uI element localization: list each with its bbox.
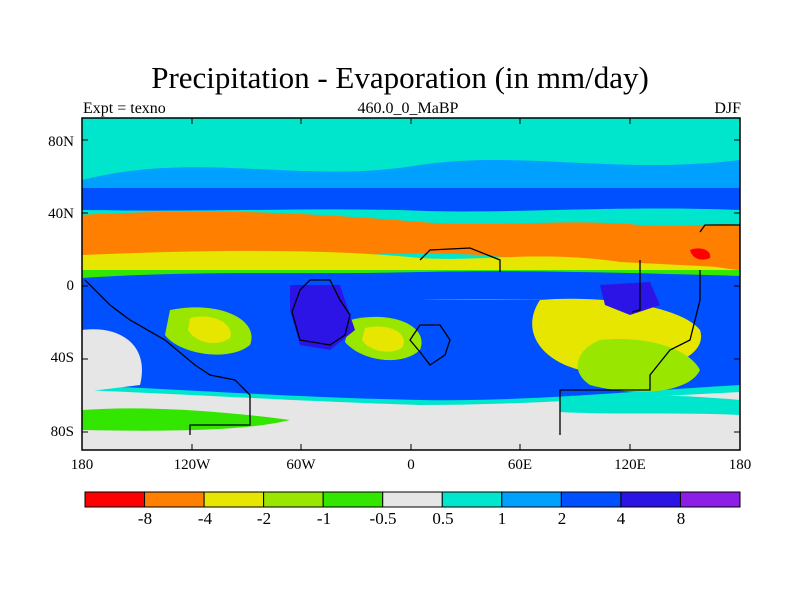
- colorbar-swatch: [263, 491, 324, 508]
- colorbar-swatch: [620, 491, 681, 508]
- lon-tick-label: 60E: [507, 457, 533, 473]
- colorbar-swatch: [382, 491, 443, 508]
- lon-tick-label: 120W: [173, 457, 211, 473]
- colorbar-level-label: -2: [256, 509, 272, 528]
- lat-tick-label: 80S: [50, 424, 74, 440]
- lat-tick-label: 40S: [50, 350, 74, 366]
- field-patch-south-pacific-grey: [82, 329, 142, 392]
- field-core-deep-wet: [290, 285, 355, 350]
- colorbar-swatch: [322, 491, 384, 508]
- continent-outline: [84, 224, 740, 435]
- field-patch-south-atlantic-yellow: [362, 326, 404, 352]
- field-band-north-wet: [82, 188, 740, 212]
- colorbar-swatch: [501, 491, 562, 508]
- map-title: Precipitation - Evaporation (in mm/day): [151, 60, 649, 95]
- colorbar-swatch: [84, 491, 146, 508]
- lat-tick-label: 0: [66, 278, 75, 294]
- field-patch-tropical-red: [690, 248, 711, 260]
- colorbar-swatch: [203, 491, 265, 508]
- axis-ticks: [81, 118, 741, 450]
- field-patch-southeast-green: [577, 339, 700, 392]
- colorbar-level-label: 1: [497, 509, 507, 528]
- colorbar-swatch: [144, 491, 205, 508]
- colorbar-level-label: -4: [197, 509, 213, 528]
- colorbar-level-label: 4: [616, 509, 626, 528]
- lon-tick-label: 180: [728, 457, 752, 473]
- colorbar-swatch: [679, 491, 741, 508]
- lon-tick-label: 180: [70, 457, 94, 473]
- lon-tick-label: 60W: [286, 457, 316, 473]
- period-label: 460.0_0_MaBP: [357, 100, 459, 117]
- colorbar-swatch: [560, 491, 622, 508]
- field-band-southern-cyan: [560, 395, 740, 415]
- colorbar-level-label: -0.5: [369, 509, 397, 528]
- colorbar: [84, 491, 741, 508]
- colorbar-level-label: -1: [316, 509, 332, 528]
- colorbar-level-label: 0.5: [432, 509, 454, 528]
- colorbar-level-label: 8: [676, 509, 686, 528]
- colorbar-swatch: [441, 491, 503, 508]
- lon-tick-label: 0: [407, 457, 415, 473]
- lat-tick-label: 40N: [48, 206, 74, 222]
- field-core-deep-wet-2: [600, 282, 660, 315]
- experiment-label: Expt = texno: [83, 100, 166, 117]
- season-label: DJF: [714, 100, 741, 117]
- colorbar-level-label: -8: [137, 509, 153, 528]
- lon-tick-label: 120E: [614, 457, 646, 473]
- lat-tick-label: 80N: [48, 134, 74, 150]
- field-band-equatorial-blue: [82, 271, 740, 303]
- colorbar-level-label: 2: [557, 509, 567, 528]
- field-patch-southwest-yellow: [188, 316, 231, 344]
